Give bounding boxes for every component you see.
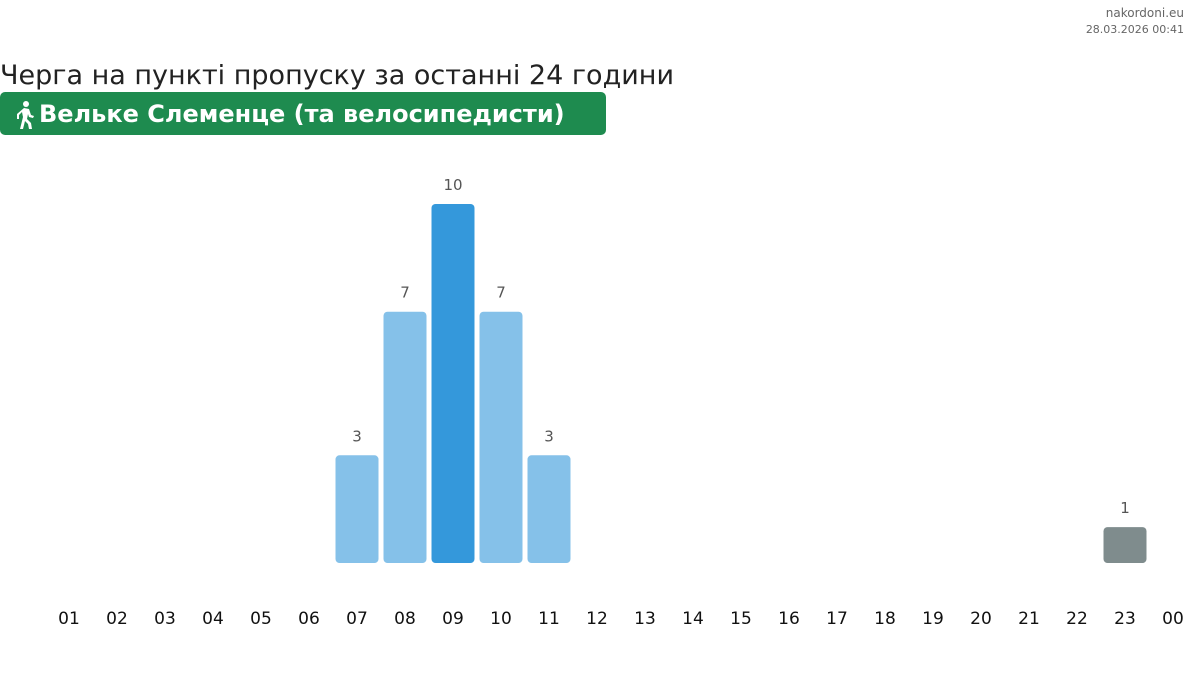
bar bbox=[383, 311, 427, 563]
bar bbox=[1103, 527, 1147, 563]
bar bbox=[431, 204, 475, 563]
value-label: 3 bbox=[352, 427, 362, 445]
x-tick-label: 08 bbox=[394, 609, 416, 629]
x-tick-label: 10 bbox=[490, 609, 512, 629]
chart-title: Черга на пункті пропуску за останні 24 г… bbox=[0, 60, 674, 91]
x-tick-label: 15 bbox=[730, 609, 752, 629]
x-tick-label: 11 bbox=[538, 609, 560, 629]
value-label: 10 bbox=[443, 176, 462, 194]
x-tick-label: 03 bbox=[154, 609, 176, 629]
badge-text: Вельке Слеменце (та велосипедисти) bbox=[39, 100, 565, 128]
x-tick-label: 07 bbox=[346, 609, 368, 629]
x-tick-label: 22 bbox=[1066, 609, 1088, 629]
x-tick-label: 06 bbox=[298, 609, 320, 629]
value-label: 7 bbox=[400, 284, 410, 302]
timestamp: 28.03.2026 00:41 bbox=[1086, 23, 1184, 36]
x-tick-label: 00 bbox=[1162, 609, 1184, 629]
x-tick-label: 16 bbox=[778, 609, 800, 629]
walk-icon bbox=[17, 101, 34, 129]
x-tick-label: 23 bbox=[1114, 609, 1136, 629]
value-label: 7 bbox=[496, 284, 506, 302]
x-tick-label: 05 bbox=[250, 609, 272, 629]
bar bbox=[479, 311, 523, 563]
x-tick-label: 19 bbox=[922, 609, 944, 629]
x-tick-label: 13 bbox=[634, 609, 656, 629]
value-label: 3 bbox=[544, 427, 554, 445]
bar bbox=[527, 455, 571, 563]
x-tick-label: 18 bbox=[874, 609, 896, 629]
x-tick-label: 12 bbox=[586, 609, 608, 629]
x-tick-label: 09 bbox=[442, 609, 464, 629]
site-name: nakordoni.eu bbox=[1106, 6, 1184, 20]
bar bbox=[335, 455, 379, 563]
x-tick-label: 01 bbox=[58, 609, 80, 629]
x-tick-label: 02 bbox=[106, 609, 128, 629]
x-tick-label: 04 bbox=[202, 609, 224, 629]
x-tick-label: 14 bbox=[682, 609, 704, 629]
x-tick-label: 21 bbox=[1018, 609, 1040, 629]
x-tick-label: 20 bbox=[970, 609, 992, 629]
badge bbox=[0, 92, 606, 135]
value-label: 1 bbox=[1120, 499, 1130, 517]
x-tick-label: 17 bbox=[826, 609, 848, 629]
